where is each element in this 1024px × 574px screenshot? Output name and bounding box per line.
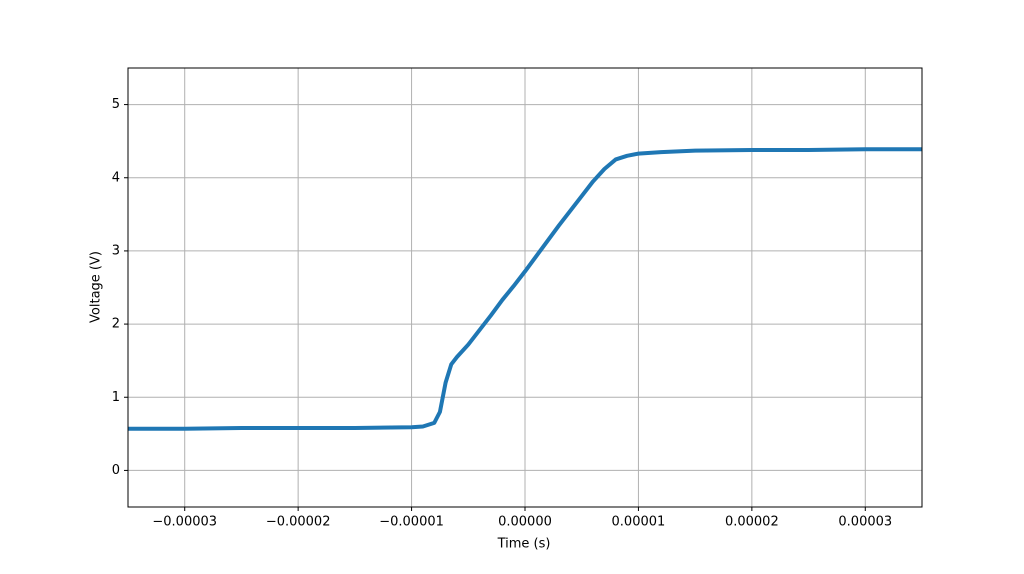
y-tick-label: 1 — [112, 390, 120, 405]
plot-area: −0.00003 −0.00002 −0.00001 0.00000 0.00001 0.… — [112, 68, 922, 530]
y-tick-label: 3 — [112, 243, 120, 258]
x-tick-label: 0.00001 — [612, 515, 666, 530]
axes-frame — [127, 67, 923, 508]
x-tick-label: −0.00002 — [266, 515, 331, 530]
y-axis-label: Voltage (V) — [89, 251, 104, 323]
y-tick-label: 5 — [112, 97, 120, 112]
y-tick-label: 0 — [112, 463, 120, 478]
x-tick-label: 0.00002 — [725, 515, 779, 530]
y-tick-label: 4 — [112, 170, 120, 185]
x-axis-label: Time (s) — [497, 537, 551, 552]
x-tick-label: −0.00001 — [379, 515, 444, 530]
x-tick-label: 0.00000 — [498, 515, 552, 530]
data-line — [128, 147, 922, 431]
x-tick-label: 0.00003 — [838, 515, 892, 530]
x-tick-label: −0.00003 — [152, 515, 217, 530]
y-tick-label: 2 — [112, 317, 120, 332]
